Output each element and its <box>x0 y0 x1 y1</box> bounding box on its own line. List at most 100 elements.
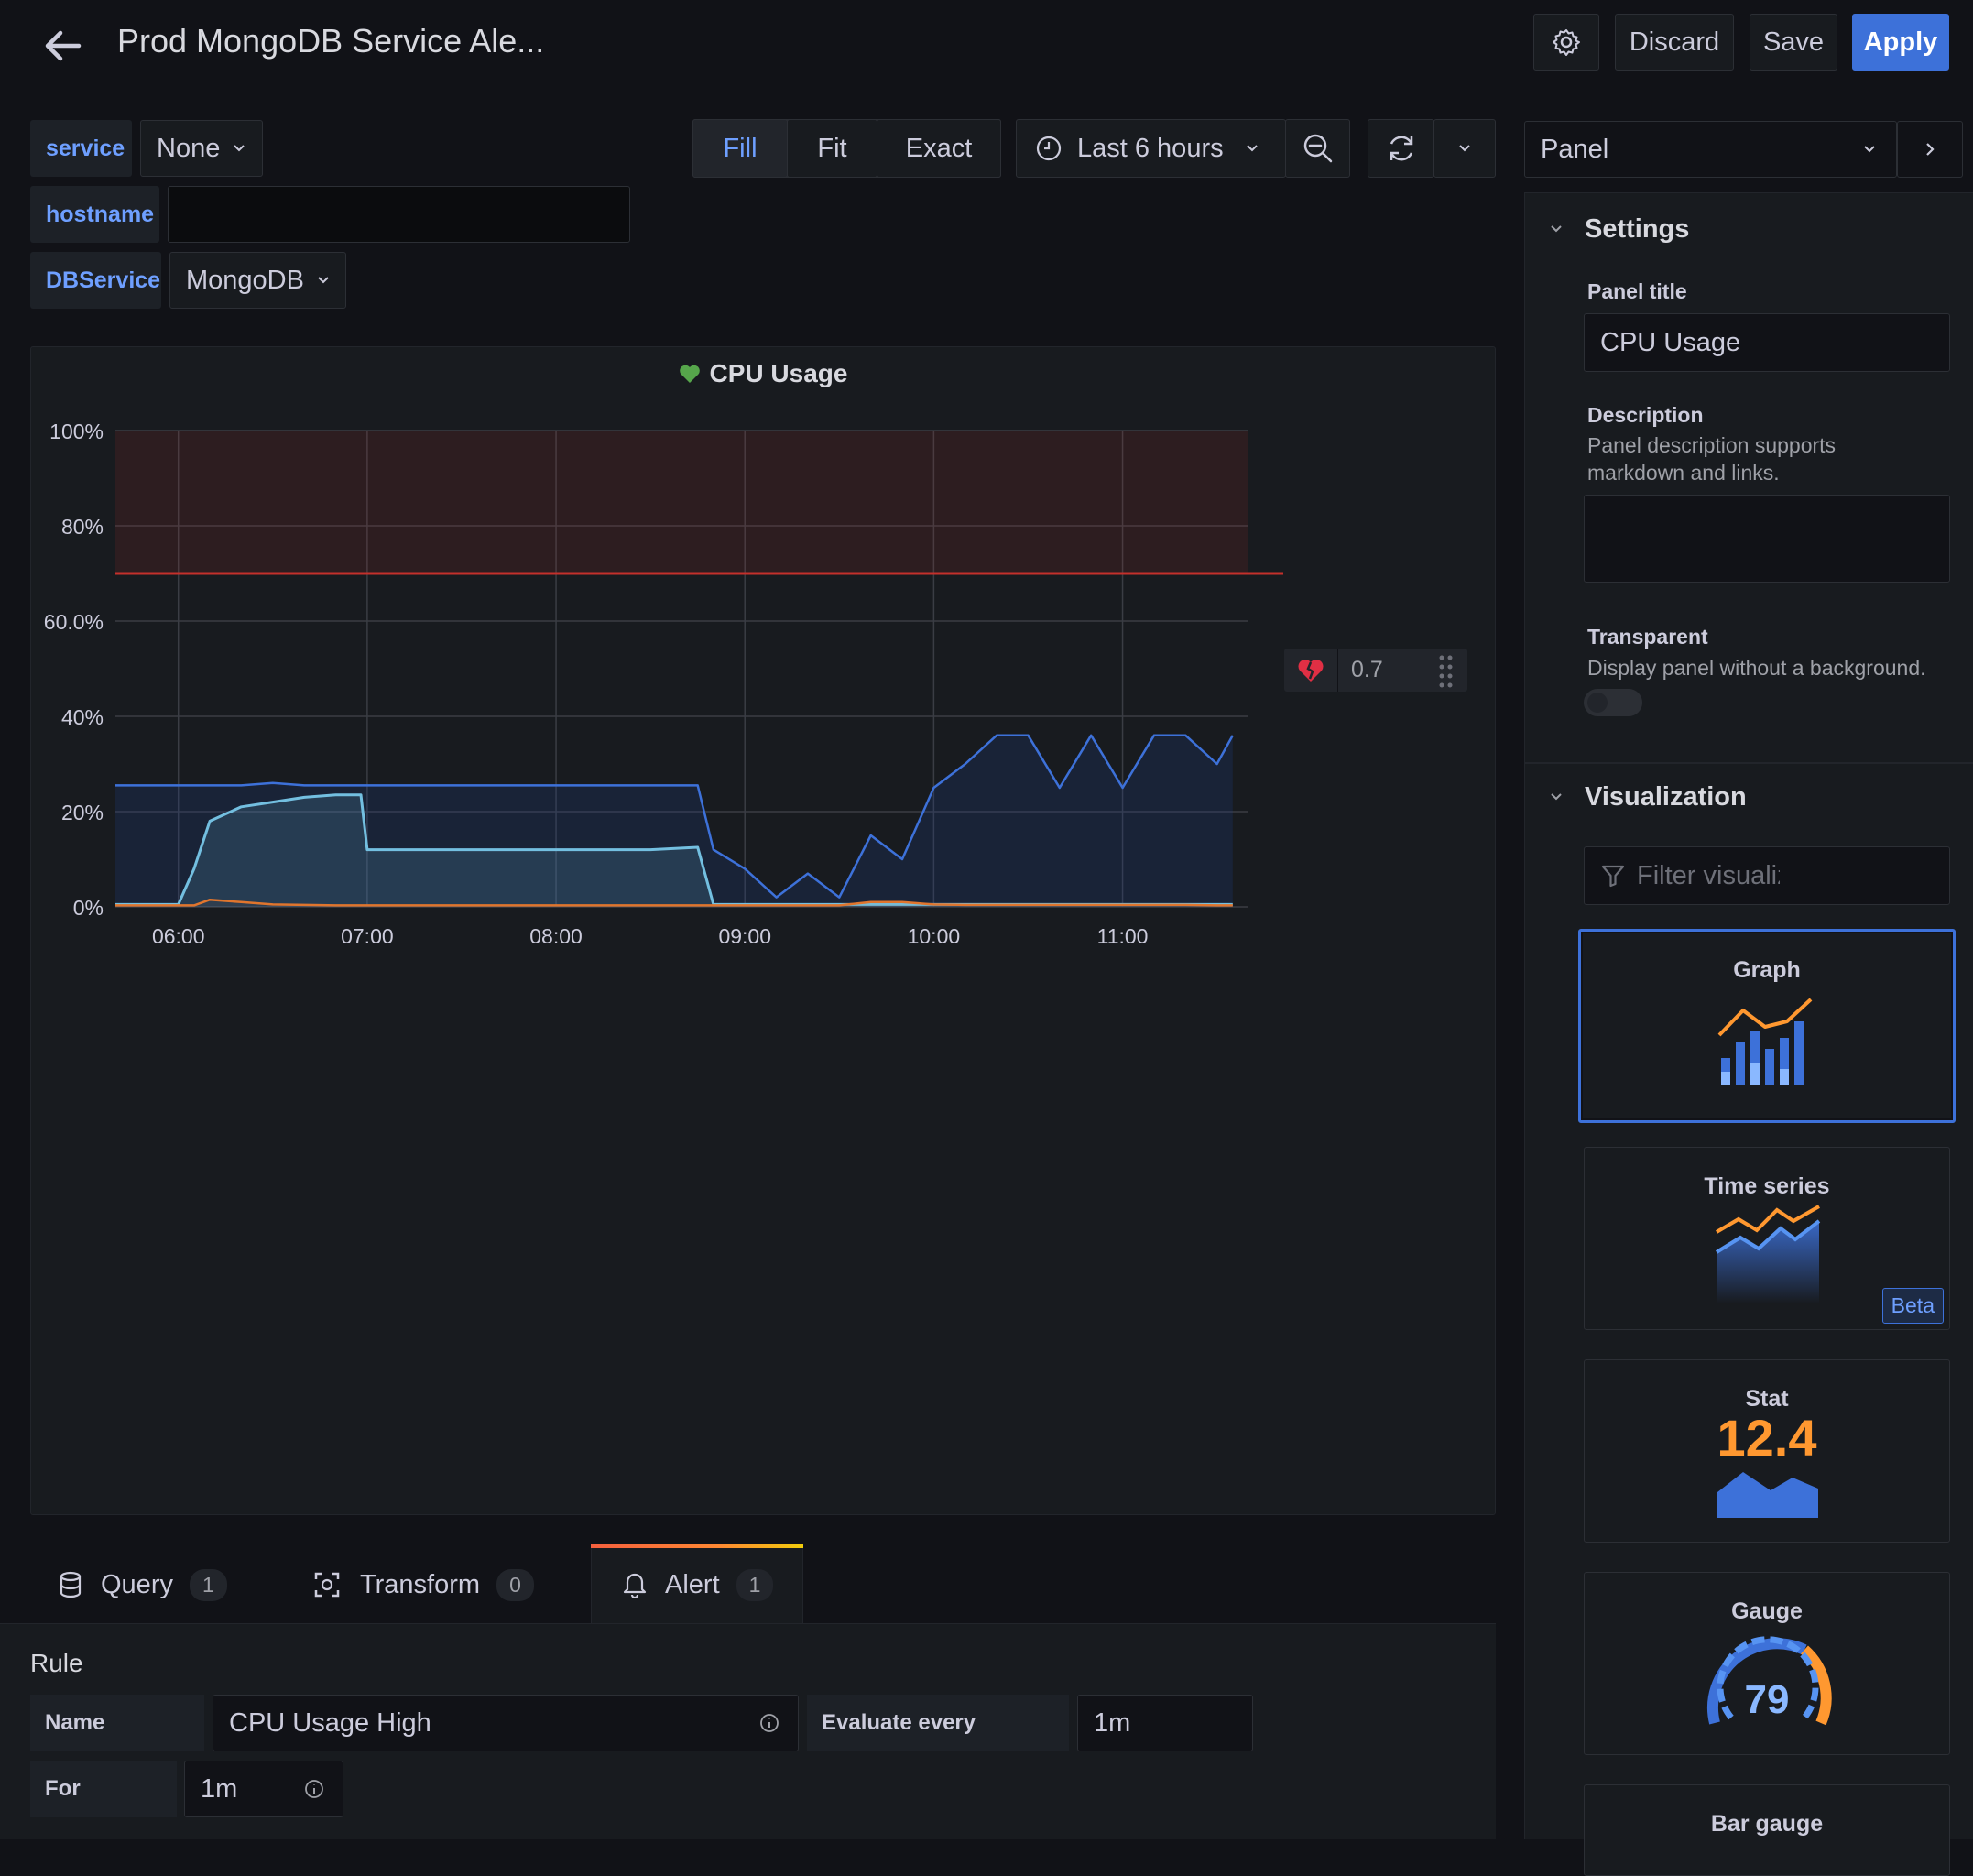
viz-card-gauge[interactable]: Gauge 79 <box>1584 1572 1950 1755</box>
description-label: Description <box>1587 403 1704 427</box>
viz-card-stat[interactable]: Stat 12.4 <box>1584 1359 1950 1543</box>
tab-transform-count: 0 <box>496 1568 534 1601</box>
series-area-0 <box>115 794 1233 907</box>
y-tick-label: 20% <box>61 801 104 824</box>
filter-icon <box>1601 865 1625 888</box>
description-help-line-1: Panel description supports <box>1587 433 1837 457</box>
x-tick-label: 11:00 <box>1097 924 1149 948</box>
y-tick-label: 0% <box>73 896 104 920</box>
series-line-2 <box>115 898 1233 907</box>
time-range-picker[interactable]: Last 6 hours <box>1016 119 1286 178</box>
zoom-out-icon <box>1303 134 1332 163</box>
threshold-value: 0.7 <box>1351 657 1383 682</box>
chevron-down-icon <box>234 145 245 152</box>
clock-icon <box>1036 136 1062 161</box>
description-textarea[interactable] <box>1584 495 1950 583</box>
tab-transform-label: Transform <box>360 1569 481 1599</box>
panel-header[interactable]: CPU Usage <box>30 355 1496 392</box>
rule-name-label: Name <box>30 1695 204 1751</box>
visualization-section-header[interactable]: Visualization <box>1548 779 1747 815</box>
time-range-label: Last 6 hours <box>1077 133 1224 163</box>
transparent-toggle[interactable] <box>1584 689 1642 716</box>
service-select[interactable]: None <box>140 120 263 177</box>
fill-button[interactable]: Fill <box>692 119 788 178</box>
stat-viz-value: 12.4 <box>1717 1409 1817 1467</box>
options-pane-selector[interactable]: Panel <box>1524 121 1897 178</box>
filter-visualizations-input[interactable]: Filter visualiz <box>1584 846 1950 905</box>
collapse-options-button[interactable] <box>1897 121 1963 178</box>
page-title: Prod MongoDB Service Ale... <box>117 22 545 60</box>
settings-button[interactable] <box>1533 14 1599 71</box>
filter-placeholder: Filter visualiz <box>1637 860 1780 890</box>
for-label: For <box>30 1761 177 1817</box>
viz-card-bar-gauge-title: Bar gauge <box>1710 1811 1824 1837</box>
back-arrow-icon[interactable] <box>40 26 84 66</box>
exact-button[interactable]: Exact <box>877 119 1001 178</box>
viz-card-bar-gauge[interactable]: Bar gauge <box>1584 1784 1950 1876</box>
viz-card-time-series[interactable]: Time series Beta <box>1584 1147 1950 1330</box>
refresh-interval-dropdown[interactable] <box>1433 119 1496 178</box>
x-tick-label: 08:00 <box>529 924 583 948</box>
graph-viz-icon <box>1717 998 1813 1085</box>
options-divider <box>1524 762 1973 764</box>
chevron-right-icon <box>1926 143 1935 156</box>
rule-name-value: CPU Usage High <box>229 1707 431 1738</box>
y-tick-label: 40% <box>61 705 104 729</box>
variable-label-dbservice: DBService <box>30 252 161 309</box>
viz-card-time-series-title: Time series <box>1704 1173 1830 1199</box>
gauge-viz-value: 79 <box>1744 1677 1790 1722</box>
apply-button[interactable]: Apply <box>1852 14 1949 71</box>
transparent-help: Display panel without a background. <box>1587 656 1926 680</box>
rule-name-input[interactable]: CPU Usage High <box>213 1695 799 1751</box>
x-tick-label: 10:00 <box>908 924 961 948</box>
drag-handle-icon[interactable] <box>1438 652 1455 689</box>
evaluate-every-label: Evaluate every <box>807 1695 1069 1751</box>
database-icon <box>60 1571 82 1598</box>
save-button[interactable]: Save <box>1750 14 1837 71</box>
panel-title: CPU Usage <box>709 359 848 387</box>
info-icon <box>305 1780 323 1798</box>
zoom-out-button[interactable] <box>1285 119 1350 178</box>
viz-card-graph[interactable]: Graph <box>1578 929 1956 1123</box>
dbservice-value: MongoDB <box>186 265 304 295</box>
tab-alert-label: Alert <box>665 1569 720 1599</box>
viz-card-gauge-title: Gauge <box>1731 1598 1803 1624</box>
fit-button[interactable]: Fit <box>787 119 877 178</box>
variable-label-hostname: hostname <box>30 186 159 243</box>
y-tick-label: 100% <box>49 420 104 443</box>
discard-button[interactable]: Discard <box>1615 14 1734 71</box>
hostname-input[interactable] <box>168 186 630 243</box>
heart-health-icon <box>679 365 700 383</box>
gear-icon <box>1553 29 1580 56</box>
tab-alert[interactable]: Alert 1 <box>623 1557 774 1612</box>
visualization-heading: Visualization <box>1585 781 1747 812</box>
series-line-1 <box>115 734 1234 899</box>
tab-query-count: 1 <box>189 1568 227 1601</box>
gauge-viz-icon <box>1707 1636 1832 1726</box>
cpu-usage-chart[interactable]: 0% 20% 40% 60.0% 80% 100% 06:00 07:00 08:00 09:0… <box>30 394 1496 1310</box>
viz-card-stat-title: Stat <box>1745 1386 1789 1412</box>
variable-label-service: service <box>30 120 132 177</box>
settings-section-header[interactable]: Settings <box>1548 211 1689 247</box>
panel-title-label: Panel title <box>1587 279 1687 303</box>
y-tick-label: 60.0% <box>44 610 104 634</box>
time-series-viz-icon <box>1715 1205 1821 1303</box>
threshold-divider <box>1337 649 1338 692</box>
threshold-handle[interactable]: 0.7 <box>1284 649 1467 692</box>
y-tick-label: 80% <box>61 515 104 539</box>
rule-heading: Rule <box>30 1649 83 1677</box>
dbservice-select[interactable]: MongoDB <box>169 252 346 309</box>
for-input[interactable]: 1m <box>184 1761 343 1817</box>
toggle-knob <box>1587 693 1608 713</box>
panel-title-input[interactable]: CPU Usage <box>1584 313 1950 372</box>
broken-heart-icon <box>1298 659 1324 682</box>
evaluate-every-input[interactable]: 1m <box>1077 1695 1253 1751</box>
transform-icon <box>314 1572 340 1598</box>
service-value: None <box>157 133 221 163</box>
tab-transform[interactable]: Transform 0 <box>312 1557 534 1612</box>
tab-query[interactable]: Query 1 <box>59 1557 227 1612</box>
refresh-button[interactable] <box>1368 119 1434 178</box>
chevron-down-icon <box>1246 145 1258 152</box>
threshold-region <box>115 431 1248 573</box>
settings-heading: Settings <box>1585 213 1690 244</box>
